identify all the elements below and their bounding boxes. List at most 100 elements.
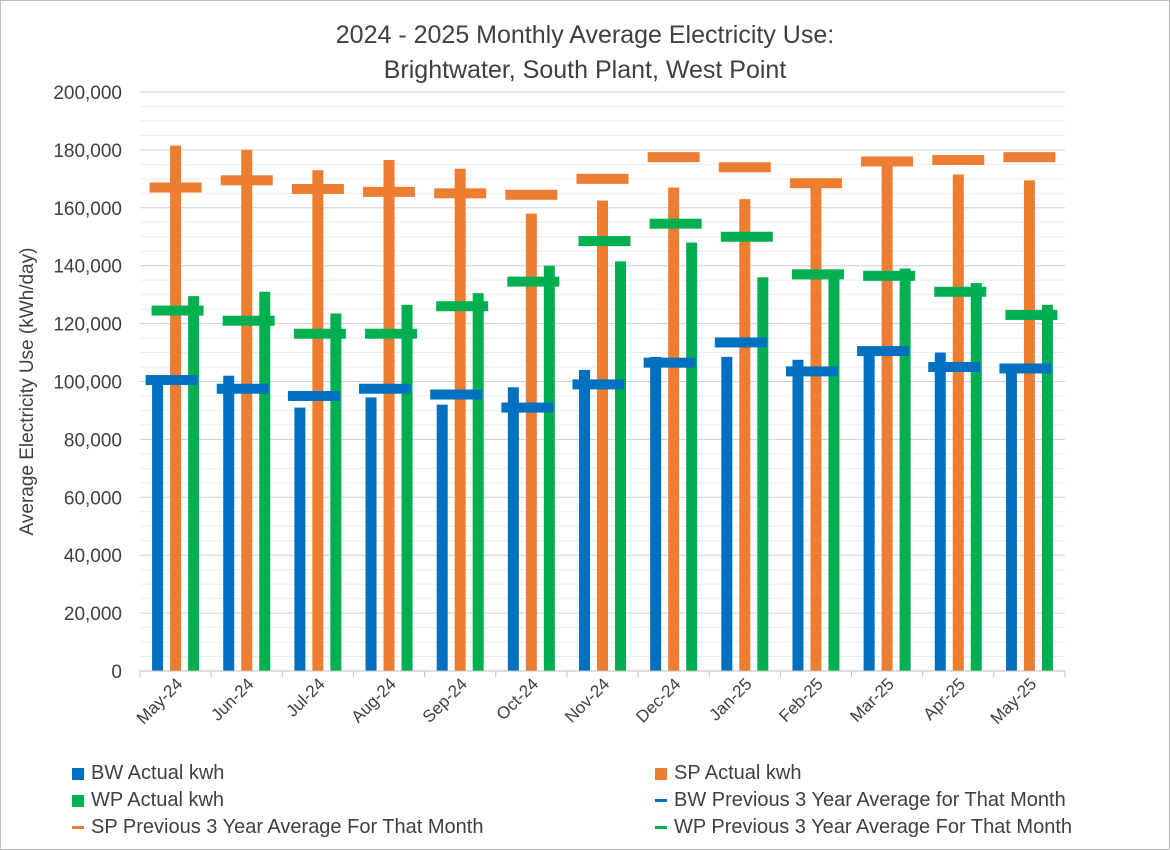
legend-swatch: [655, 799, 667, 802]
bar: [668, 187, 680, 671]
bar: [330, 313, 342, 671]
legend-swatch: [655, 767, 667, 780]
bar: [1005, 367, 1017, 671]
x-tick-label: Jan-25: [705, 674, 755, 724]
average-marker: [791, 269, 844, 280]
average-marker: [863, 270, 916, 281]
x-tick-label: May-25: [987, 674, 1041, 728]
legend-label: SP Actual kwh: [674, 762, 802, 784]
x-tick-label: Mar-25: [846, 674, 898, 726]
bar: [1023, 180, 1035, 672]
y-tick-label: 20,000: [64, 604, 122, 625]
x-tick-label: Oct-24: [493, 674, 543, 724]
legend-bw-actual: BW Actual kwh: [72, 760, 224, 787]
average-marker: [505, 189, 558, 200]
y-tick-label: 40,000: [64, 546, 122, 567]
chart-title: 2024 - 2025 Monthly Average Electricity …: [0, 18, 1170, 88]
legend-swatch: [72, 794, 84, 807]
bar: [899, 268, 911, 671]
average-marker: [643, 357, 696, 368]
bar: [170, 145, 182, 671]
average-marker: [287, 390, 340, 401]
bar: [792, 359, 804, 671]
bar: [579, 369, 590, 671]
average-marker: [647, 152, 700, 163]
x-tick-label: Nov-24: [561, 674, 613, 726]
chart-title-line-2: Brightwater, South Plant, West Point: [383, 56, 787, 84]
average-marker: [430, 389, 483, 400]
bar: [686, 242, 698, 672]
y-tick-label: 180,000: [53, 141, 122, 162]
average-marker: [507, 276, 560, 287]
average-marker: [720, 231, 773, 242]
legend-label: BW Actual kwh: [91, 762, 225, 784]
y-tick-label: 60,000: [64, 488, 122, 509]
x-tick-label: Dec-24: [632, 674, 684, 726]
legend-swatch: [72, 767, 84, 780]
bar: [152, 378, 164, 671]
legend-sp-average: SP Previous 3 Year Average For That Mont…: [72, 814, 483, 841]
chart-title-line-1: 2024 - 2025 Monthly Average Electricity …: [335, 21, 835, 49]
x-tick-label: May-24: [133, 674, 187, 728]
bar: [294, 407, 306, 671]
bar: [739, 199, 751, 672]
bar: [952, 174, 964, 671]
y-tick-label: 0: [111, 662, 122, 683]
bar: [188, 296, 200, 671]
bar: [934, 352, 946, 671]
average-marker: [365, 328, 418, 339]
bar: [365, 397, 377, 671]
average-marker: [789, 178, 842, 189]
average-marker: [576, 173, 629, 184]
average-marker: [857, 346, 910, 357]
bar: [472, 293, 484, 671]
bar: [757, 277, 769, 671]
bar: [721, 356, 733, 671]
legend-bw-average: BW Previous 3 Year Average for That Mont…: [655, 787, 1066, 814]
average-marker: [714, 337, 767, 348]
legend-label: SP Previous 3 Year Average For That Mont…: [91, 816, 484, 838]
bar: [507, 387, 519, 671]
y-axis-label: Average Electricity Use (kWh/day): [17, 248, 38, 536]
legend-wp-actual: WP Actual kwh: [72, 787, 224, 814]
legend-label: WP Previous 3 Year Average For That Mont…: [674, 816, 1073, 838]
bar: [223, 375, 235, 671]
average-marker: [1005, 309, 1058, 320]
average-marker: [932, 155, 985, 166]
average-marker: [1003, 152, 1056, 163]
bar: [597, 200, 608, 671]
legend-sp-actual: SP Actual kwh: [655, 760, 801, 787]
average-marker: [291, 183, 344, 194]
average-marker: [578, 236, 631, 247]
bar: [454, 168, 466, 671]
average-marker: [149, 182, 202, 193]
x-tick-label: Sep-24: [419, 674, 471, 726]
bar: [970, 283, 982, 671]
x-tick-label: Apr-25: [920, 674, 970, 724]
bar: [863, 352, 875, 671]
bar: [259, 291, 271, 671]
bar: [615, 261, 626, 671]
x-tick-label: Jul-24: [283, 674, 329, 720]
x-tick-label: Aug-24: [348, 674, 400, 726]
bar: [810, 184, 822, 671]
bar: [543, 265, 555, 671]
average-marker: [928, 362, 981, 373]
y-tick-label: 140,000: [53, 257, 122, 278]
average-marker: [293, 328, 346, 339]
average-marker: [220, 175, 273, 186]
x-tick-label: Jun-24: [207, 674, 257, 724]
legend-swatch: [655, 826, 667, 829]
y-tick-label: 200,000: [53, 83, 122, 104]
average-marker: [434, 188, 487, 199]
bar: [881, 160, 893, 671]
average-marker: [649, 218, 702, 229]
average-marker: [145, 375, 198, 386]
legend-swatch: [72, 826, 84, 829]
bar: [1041, 304, 1053, 671]
bar: [312, 170, 324, 672]
average-marker: [216, 383, 269, 394]
legend-label: BW Previous 3 Year Average for That Mont…: [674, 789, 1066, 811]
average-marker: [501, 402, 554, 413]
average-marker: [151, 305, 204, 316]
